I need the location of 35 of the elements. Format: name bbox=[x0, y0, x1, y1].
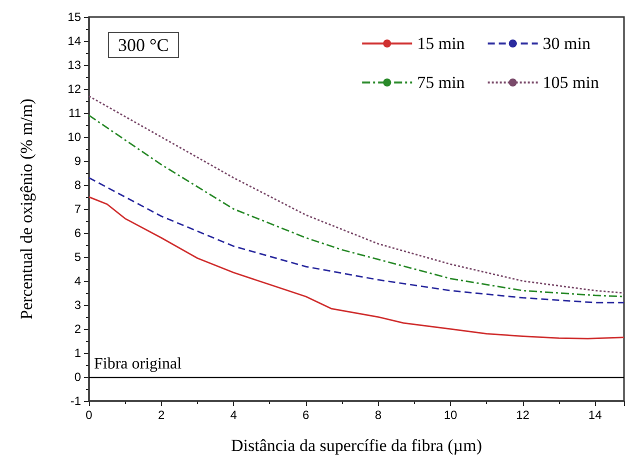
x-axis-title: Distância da supercífie da fibra (µm) bbox=[231, 436, 482, 455]
annotation: 300 °C bbox=[118, 35, 169, 55]
y-tick-label: 10 bbox=[68, 130, 82, 144]
legend-label: 105 min bbox=[542, 73, 600, 92]
legend-label: 30 min bbox=[542, 34, 591, 53]
y-tick-label: 1 bbox=[74, 346, 82, 360]
y-tick-label: 0 bbox=[74, 370, 82, 384]
x-tick-label: 8 bbox=[374, 408, 382, 422]
y-tick-label: 15 bbox=[68, 10, 82, 24]
x-tick-label: 6 bbox=[302, 408, 310, 422]
legend-label: 75 min bbox=[417, 73, 466, 92]
y-tick-label: 6 bbox=[74, 226, 82, 240]
x-tick-label: 10 bbox=[444, 408, 458, 422]
legend-label: 15 min bbox=[417, 34, 466, 53]
y-tick-label: 12 bbox=[68, 82, 82, 96]
y-tick-label: 9 bbox=[74, 154, 82, 168]
y-tick-label: -1 bbox=[70, 394, 82, 408]
y-tick-label: 13 bbox=[68, 58, 82, 72]
y-tick-label: 8 bbox=[74, 178, 82, 192]
y-tick-label: 7 bbox=[74, 202, 82, 216]
y-tick-label: 14 bbox=[68, 34, 82, 48]
y-tick-label: 3 bbox=[74, 298, 82, 312]
y-tick-label: 11 bbox=[68, 106, 82, 120]
x-tick-label: 0 bbox=[86, 408, 93, 422]
x-tick-label: 14 bbox=[588, 408, 602, 422]
x-tick-label: 4 bbox=[230, 408, 238, 422]
y-tick-label: 5 bbox=[74, 250, 82, 264]
x-tick-label: 2 bbox=[158, 408, 165, 422]
y-axis-title: Percentual de oxigênio (% m/m) bbox=[17, 98, 36, 320]
line-series bbox=[88, 177, 625, 304]
line-series bbox=[88, 196, 625, 340]
y-tick-label: 4 bbox=[74, 274, 82, 288]
y-tick-label: 2 bbox=[74, 322, 82, 336]
x-tick-label: 12 bbox=[516, 408, 530, 422]
ref-line-label: Fibra original bbox=[94, 356, 182, 372]
